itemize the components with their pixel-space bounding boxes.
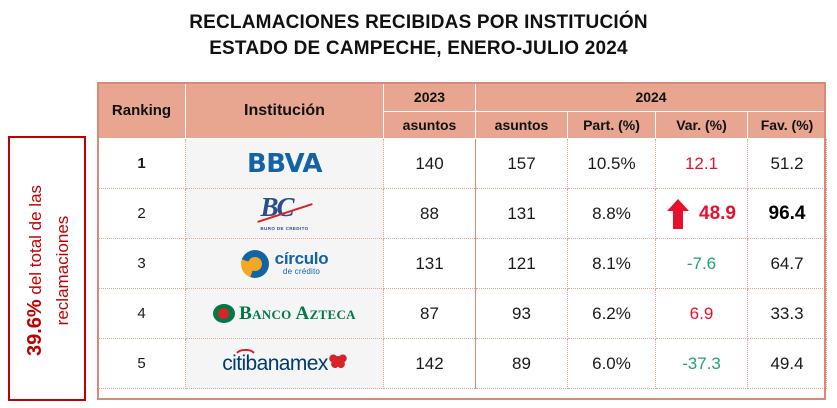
cell-asuntos-2023: 131 bbox=[383, 238, 476, 289]
cell-var-value: -37.3 bbox=[682, 353, 721, 373]
cell-var: -37.3 bbox=[655, 338, 748, 389]
cell-var-value: 6.9 bbox=[689, 303, 714, 323]
banco-azteca-logo: Banco Azteca bbox=[186, 290, 383, 338]
table-header-row-top: Ranking Institución 2023 2024 bbox=[97, 82, 828, 139]
table-header-row-sub: asuntos asuntos Part. (%) Var. (%) Fav. … bbox=[98, 111, 828, 139]
citi-arc-icon bbox=[233, 348, 259, 360]
cell-institution: BBVA bbox=[185, 138, 384, 189]
table-header: Ranking Institución 2023 2024 asuntos as… bbox=[97, 82, 828, 139]
cell-ranking: 1 bbox=[97, 138, 186, 189]
ranking-table: Ranking Institución 2023 2024 asuntos as… bbox=[97, 82, 828, 389]
azteca-logo-text: Banco Azteca bbox=[239, 302, 356, 324]
column-header-ranking: Ranking bbox=[97, 82, 186, 139]
table-body: 1 BBVA 140 157 10.5% 12.1 51.2 2 BC bbox=[97, 138, 828, 389]
cell-var: 6.9 bbox=[655, 288, 748, 339]
page-title: RECLAMACIONES RECIBIDAS POR INSTITUCIÓN … bbox=[100, 10, 737, 62]
cell-part: 6.2% bbox=[567, 288, 656, 339]
column-header-year-2024: 2024 bbox=[474, 82, 828, 112]
cell-fav: 51.2 bbox=[746, 138, 828, 189]
cell-var: -7.6 bbox=[655, 238, 748, 289]
column-header-asuntos-2024: asuntos bbox=[475, 111, 568, 139]
citi-flower-icon bbox=[328, 353, 349, 372]
citibanamex-logo: citibanamex bbox=[186, 340, 383, 388]
cell-ranking: 3 bbox=[97, 238, 186, 289]
cell-asuntos-2024: 131 bbox=[475, 188, 568, 239]
cell-var-value: 48.9 bbox=[699, 202, 736, 224]
column-header-asuntos-2023: asuntos bbox=[383, 111, 476, 139]
cell-var: 12.1 bbox=[655, 138, 748, 189]
cell-fav: 64.7 bbox=[746, 238, 828, 289]
cell-asuntos-2024: 157 bbox=[475, 138, 568, 189]
cell-var-value: -7.6 bbox=[686, 253, 717, 273]
cell-part: 6.0% bbox=[567, 338, 656, 389]
table-row[interactable]: 3 círculo de crédito 131 121 8.1% -7.6 bbox=[97, 238, 828, 289]
arrow-up-icon bbox=[667, 198, 689, 229]
column-header-year-2023: 2023 bbox=[383, 82, 476, 112]
total-share-percent: 39.6% bbox=[24, 299, 46, 357]
bbva-logo: BBVA bbox=[186, 140, 383, 188]
cell-asuntos-2023: 87 bbox=[383, 288, 476, 339]
cell-ranking: 2 bbox=[97, 188, 186, 239]
cell-institution: Banco Azteca bbox=[185, 288, 384, 339]
cell-fav: 49.4 bbox=[746, 338, 828, 389]
buro-mark: BC bbox=[256, 193, 313, 226]
title-line-1: RECLAMACIONES RECIBIDAS POR INSTITUCIÓN bbox=[189, 12, 648, 33]
cell-ranking: 4 bbox=[97, 288, 186, 339]
table-row[interactable]: 5 citibanamex 142 89 6.0% bbox=[97, 338, 828, 389]
total-share-callout: 39.6% del total de las reclamaciones bbox=[8, 136, 86, 401]
cell-asuntos-2024: 121 bbox=[475, 238, 568, 289]
cell-fav: 96.4 bbox=[746, 188, 828, 239]
circulo-mark-icon bbox=[240, 249, 269, 278]
column-header-institucion: Institución bbox=[185, 82, 384, 139]
column-header-var: Var. (%) bbox=[655, 111, 748, 139]
circulo-de-credito-logo: círculo de crédito bbox=[186, 240, 383, 288]
cell-fav: 33.3 bbox=[746, 288, 828, 339]
cell-part: 8.8% bbox=[567, 188, 656, 239]
cell-asuntos-2023: 88 bbox=[383, 188, 476, 239]
cell-fav-value: 96.4 bbox=[768, 202, 806, 224]
title-line-2: ESTADO DE CAMPECHE, ENERO-JULIO 2024 bbox=[209, 38, 628, 59]
cell-asuntos-2024: 89 bbox=[475, 338, 568, 389]
cell-institution: círculo de crédito bbox=[185, 238, 384, 289]
bbva-logo-text: BBVA bbox=[246, 148, 323, 179]
total-share-callout-inner: 39.6% del total de las reclamaciones bbox=[10, 138, 88, 403]
column-header-part: Part. (%) bbox=[567, 111, 656, 139]
ranking-table-container: Ranking Institución 2023 2024 asuntos as… bbox=[97, 82, 828, 400]
table-row[interactable]: 4 Banco Azteca 87 93 6.2% 6.9 33.3 bbox=[97, 288, 828, 339]
cell-asuntos-2023: 142 bbox=[383, 338, 476, 389]
cell-institution: citibanamex bbox=[185, 338, 384, 389]
circulo-logo-sub: de crédito bbox=[282, 267, 321, 277]
cell-institution: BC BURO DE CREDITO bbox=[185, 188, 384, 239]
cell-asuntos-2024: 93 bbox=[475, 288, 568, 339]
citi-logo-text-wrap: citibanamex bbox=[222, 348, 328, 376]
cell-part: 8.1% bbox=[567, 238, 656, 289]
table-row[interactable]: 1 BBVA 140 157 10.5% 12.1 51.2 bbox=[97, 138, 828, 189]
cell-asuntos-2023: 140 bbox=[383, 138, 476, 189]
cell-var: 48.9 bbox=[655, 188, 748, 239]
total-share-text: 39.6% del total de las reclamaciones bbox=[22, 138, 76, 403]
azteca-mark-icon bbox=[213, 304, 236, 323]
buro-de-credito-logo: BC BURO DE CREDITO bbox=[186, 190, 383, 238]
column-header-fav: Fav. (%) bbox=[746, 111, 828, 139]
cell-part: 10.5% bbox=[567, 138, 656, 189]
buro-logo-subtext: BURO DE CREDITO bbox=[260, 225, 309, 231]
table-row[interactable]: 2 BC BURO DE CREDITO 88 131 8.8% bbox=[97, 188, 828, 239]
cell-ranking: 5 bbox=[97, 338, 186, 389]
circulo-logo-main: círculo bbox=[274, 249, 329, 269]
cell-var-value: 12.1 bbox=[684, 153, 719, 173]
